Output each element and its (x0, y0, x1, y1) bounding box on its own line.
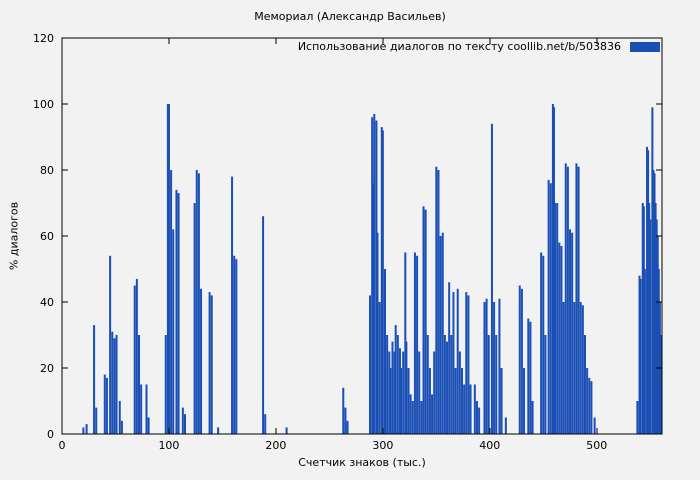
svg-text:0: 0 (59, 439, 66, 452)
chart-title: Мемориал (Александр Васильев) (254, 10, 446, 23)
svg-text:40: 40 (40, 296, 54, 309)
svg-text:100: 100 (158, 439, 179, 452)
legend-swatch (630, 41, 660, 52)
x-axis-label: Счетчик знаков (тыс.) (298, 456, 426, 469)
svg-text:120: 120 (33, 32, 54, 45)
legend: Использование диалогов по тексту coollib… (298, 40, 660, 53)
svg-text:500: 500 (586, 439, 607, 452)
y-axis-label: % диалогов (7, 201, 21, 271)
svg-text:400: 400 (479, 439, 500, 452)
svg-text:100: 100 (33, 98, 54, 111)
svg-text:80: 80 (40, 164, 54, 177)
svg-text:0: 0 (47, 428, 54, 441)
svg-text:20: 20 (40, 362, 54, 375)
legend-label: Использование диалогов по тексту coollib… (297, 40, 621, 53)
svg-text:60: 60 (40, 230, 54, 243)
svg-text:300: 300 (372, 439, 393, 452)
svg-text:200: 200 (265, 439, 286, 452)
